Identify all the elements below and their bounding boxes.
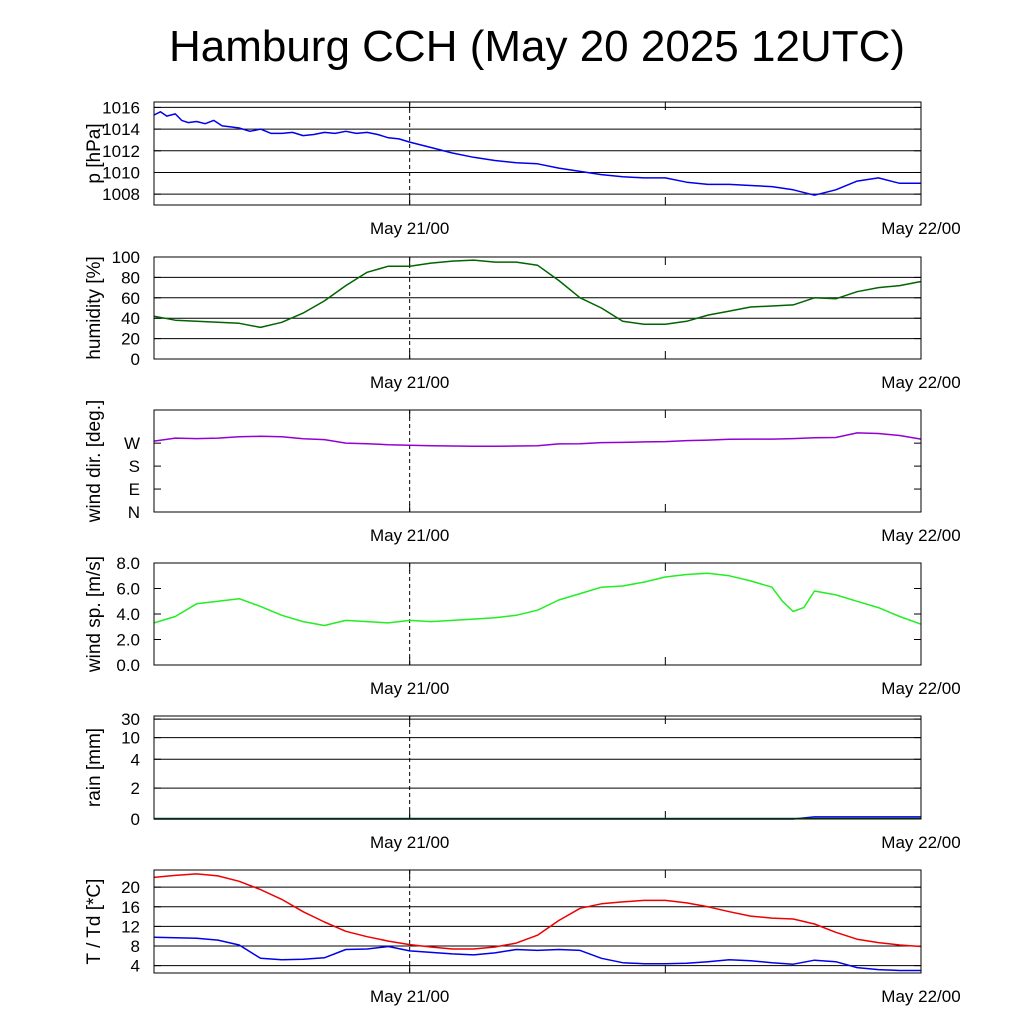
pressure-series-line-0 (153, 111, 921, 196)
humidity-ytick-label: 0 (131, 350, 140, 369)
temperature-axis-label: T / Td [*C] (84, 879, 105, 965)
wind-direction-frame (153, 409, 922, 513)
wind-speed-ytick-label: 6.0 (116, 580, 140, 599)
temperature-frame (153, 869, 922, 974)
wind-speed-ytick-label: 4.0 (116, 605, 140, 624)
wind-direction-ytick-label: W (124, 434, 140, 453)
rain-ytick-label: 2 (131, 779, 140, 798)
temperature-series-line-1 (153, 936, 921, 972)
rain-xtick-label: May 21/00 (370, 833, 449, 852)
rain-ytick-label: 30 (121, 710, 140, 729)
humidity-axis-label: humidity [%] (84, 256, 105, 359)
humidity-frame (153, 256, 922, 360)
rain-ytick-label: 10 (121, 729, 140, 748)
wind-speed-ytick-label: 2.0 (116, 631, 140, 650)
wind-speed-series-line-0 (153, 572, 922, 627)
temperature-ytick-label: 20 (121, 878, 140, 897)
wind-direction-ytick-label: N (128, 503, 140, 522)
humidity-ytick-label: 40 (121, 309, 140, 328)
pressure-ytick-label: 1008 (102, 185, 140, 204)
humidity-ytick-label: 20 (121, 330, 140, 349)
humidity-xtick-label: May 21/00 (370, 373, 449, 392)
pressure-ytick-label: 1010 (102, 163, 140, 182)
temperature-ytick-label: 4 (131, 957, 140, 976)
pressure-xtick-label: May 22/00 (881, 219, 960, 238)
wind-direction-axis-label: wind dir. [deg.] (84, 400, 105, 524)
wind-direction-xtick-label: May 21/00 (370, 526, 449, 545)
chart-title: Hamburg CCH (May 20 2025 12UTC) (168, 22, 906, 71)
temperature-xtick-label: May 21/00 (370, 987, 449, 1006)
rain-xtick-label: May 22/00 (881, 833, 960, 852)
rain-ytick-label: 4 (131, 750, 140, 769)
pressure-ytick-label: 1012 (102, 142, 140, 161)
rain-axis-label: rain [mm] (84, 728, 105, 807)
pressure-ytick-label: 1016 (102, 98, 140, 117)
rain-frame (153, 715, 922, 820)
humidity-ytick-label: 100 (112, 248, 140, 267)
pressure-xtick-label: May 21/00 (370, 219, 449, 238)
wind-speed-axis-label: wind sp. [m/s] (84, 556, 105, 673)
temperature-ytick-label: 12 (121, 917, 140, 936)
wind-speed-frame (153, 562, 922, 666)
temperature-series-line-0 (153, 873, 922, 950)
wind-speed-ytick-label: 0.0 (116, 656, 140, 675)
wind-direction-ytick-label: S (129, 457, 140, 476)
humidity-ytick-label: 60 (121, 289, 140, 308)
wind-speed-ytick-label: 8.0 (116, 554, 140, 573)
temperature-ytick-label: 16 (121, 898, 140, 917)
wind-direction-xtick-label: May 22/00 (881, 526, 960, 545)
wind-direction-ytick-label: E (129, 480, 140, 499)
humidity-ytick-label: 80 (121, 268, 140, 287)
temperature-xtick-label: May 22/00 (881, 987, 960, 1006)
pressure-axis-label: p [hPa] (84, 123, 105, 183)
wind-speed-xtick-label: May 22/00 (881, 679, 960, 698)
pressure-frame (153, 101, 922, 206)
humidity-xtick-label: May 22/00 (881, 373, 960, 392)
wind-speed-xtick-label: May 21/00 (370, 679, 449, 698)
rain-ytick-label: 0 (131, 810, 140, 829)
temperature-ytick-label: 8 (131, 937, 140, 956)
humidity-series-line-0 (153, 259, 922, 329)
pressure-ytick-label: 1014 (102, 120, 140, 139)
wind-direction-series-line-0 (153, 432, 922, 447)
